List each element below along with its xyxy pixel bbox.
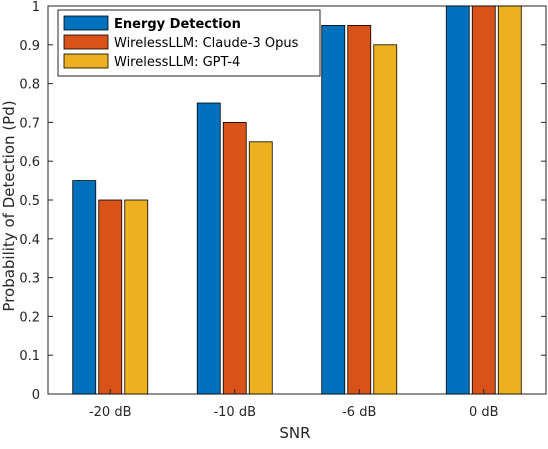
y-tick-label: 0.6 <box>19 155 40 170</box>
y-tick-label: 0.9 <box>19 39 40 54</box>
legend-swatch <box>63 53 109 69</box>
legend-label: WirelessLLM: GPT-4 <box>114 55 240 70</box>
bar <box>471 5 496 395</box>
y-tick-label: 0.7 <box>19 116 40 131</box>
y-tick-label: 0.8 <box>19 78 40 93</box>
y-tick-label: 1 <box>32 0 40 15</box>
x-axis-label: SNR <box>279 424 310 442</box>
y-tick-label: 0.5 <box>19 194 40 209</box>
legend-swatch <box>63 15 109 31</box>
x-tick-label: -6 dB <box>342 405 376 420</box>
bar <box>347 24 372 395</box>
y-axis-ticks: 0 0.1 0.2 0.3 0.4 0.5 0.6 0.7 0.8 0.9 1 <box>19 0 546 403</box>
y-tick-label: 0.4 <box>19 233 40 248</box>
legend-swatch <box>63 34 109 50</box>
bar <box>321 24 346 395</box>
bar <box>196 102 221 395</box>
y-axis-label: Probability of Detection (Pd) <box>0 100 18 311</box>
legend-label: Energy Detection <box>114 17 241 32</box>
x-tick-label: -10 dB <box>213 405 256 420</box>
bar <box>98 199 123 395</box>
bar <box>72 180 97 395</box>
bar <box>248 141 273 395</box>
y-tick-label: 0 <box>32 388 40 403</box>
bar <box>445 5 470 395</box>
legend-label: WirelessLLM: Claude-3 Opus <box>114 36 299 51</box>
bar <box>373 44 398 395</box>
x-tick-label: 0 dB <box>469 405 499 420</box>
legend: Energy Detection WirelessLLM: Claude-3 Op… <box>57 9 321 77</box>
x-axis-ticks: -20 dB -10 dB -6 dB 0 dB <box>89 389 499 420</box>
bar <box>497 5 522 395</box>
x-tick-label: -20 dB <box>89 405 132 420</box>
bars-layer <box>72 5 522 395</box>
y-tick-label: 0.1 <box>19 349 40 364</box>
y-tick-label: 0.2 <box>19 310 40 325</box>
y-tick-label: 0.3 <box>19 272 40 287</box>
bar <box>222 122 247 395</box>
bar <box>124 199 149 395</box>
